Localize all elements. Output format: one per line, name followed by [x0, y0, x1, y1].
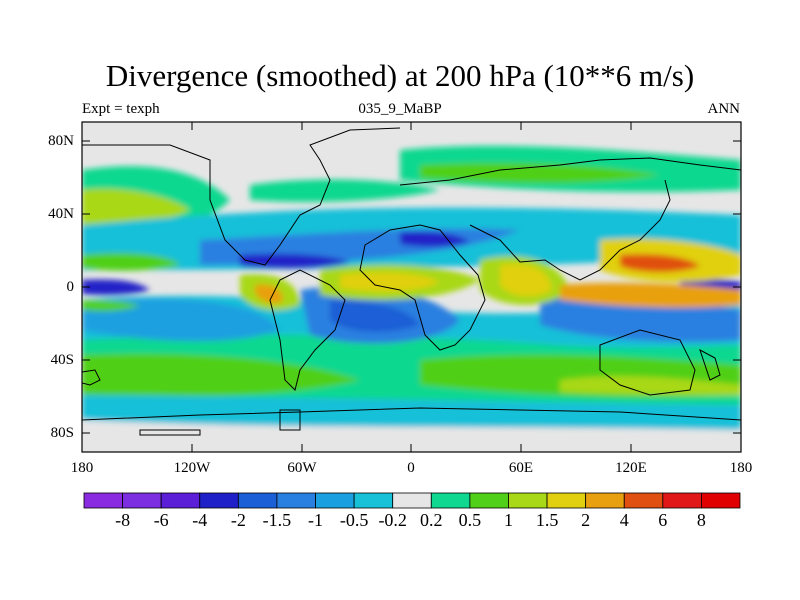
- lon-ticks: [191, 122, 632, 452]
- colorbar-label: -6: [153, 510, 169, 530]
- coastlines: [82, 127, 741, 436]
- contour-band: [240, 253, 350, 269]
- lat-label-0: 0: [66, 279, 75, 295]
- lat-label-40n: 40N: [48, 206, 74, 222]
- colorbar-box: [276, 492, 316, 509]
- experiment-label: Expt = texph: [82, 101, 160, 117]
- colorbar-label: -1.5: [262, 510, 292, 530]
- lat-label-80n: 80N: [48, 133, 74, 149]
- divergence-field: [82, 145, 741, 452]
- colorbar-box: [237, 492, 278, 509]
- lon-label-180e: 180: [729, 460, 753, 476]
- colorbar-box: [430, 492, 471, 509]
- colorbar-box: [353, 492, 394, 509]
- colorbar-label: -2: [230, 510, 246, 530]
- contour-band: [250, 179, 440, 202]
- lat-ticks: [82, 140, 741, 434]
- season-label: ANN: [707, 101, 741, 117]
- colorbar-box: [623, 492, 664, 509]
- contour-band: [82, 298, 280, 342]
- coastline: [359, 224, 486, 351]
- coastline: [279, 409, 301, 431]
- colorbar-label: 8: [696, 510, 706, 530]
- lon-label-120w: 120W: [173, 460, 211, 476]
- lat-label-40s: 40S: [50, 352, 74, 368]
- coastline: [82, 369, 101, 386]
- coastline: [699, 348, 721, 381]
- coastline: [139, 429, 201, 436]
- contour-band: [340, 272, 440, 292]
- coastline: [82, 127, 401, 266]
- lon-label-0: 0: [407, 460, 415, 476]
- colorbar-label: -1: [308, 510, 323, 530]
- contour-band: [82, 300, 140, 312]
- contour-band: [82, 188, 190, 227]
- colorbar-box: [122, 492, 162, 509]
- colorbar-box: [585, 492, 625, 509]
- contour-band: [400, 231, 470, 247]
- contour-band: [82, 279, 150, 296]
- colorbar-label: -0.2: [378, 510, 407, 530]
- contour-band: [560, 282, 741, 308]
- colorbar-label: 0.2: [420, 510, 443, 530]
- colorbar-box: [83, 492, 123, 509]
- contour-band: [82, 420, 741, 452]
- colorbar-label: 0.5: [458, 510, 482, 530]
- coastline: [399, 157, 741, 186]
- contour-band: [420, 163, 660, 183]
- map-title: Divergence (smoothed) at 200 hPa (10**6 …: [105, 58, 695, 93]
- case-label: 035_9_MaBP: [358, 101, 442, 117]
- colorbar-box: [508, 492, 548, 509]
- colorbar-box: [701, 492, 741, 509]
- colorbar-label: 1: [504, 510, 513, 530]
- contour-band: [82, 253, 180, 271]
- contour-band: [560, 376, 741, 395]
- colorbar-label: -0.5: [339, 510, 369, 530]
- contour-band: [500, 263, 552, 297]
- lon-label-180w: 180: [70, 460, 94, 476]
- colorbar-box: [392, 492, 432, 509]
- lon-label-60w: 60W: [287, 460, 317, 476]
- colorbar-box: [315, 492, 355, 509]
- colorbar-box: [199, 492, 239, 509]
- colorbar-box: [469, 492, 509, 509]
- colorbar-label: 1.5: [535, 510, 559, 530]
- lon-label-120e: 120E: [615, 460, 647, 476]
- coastline: [82, 407, 741, 421]
- colorbar-label: 6: [658, 510, 668, 530]
- colorbar-label: -4: [192, 510, 208, 530]
- colorbar-box: [662, 492, 702, 509]
- coastline: [599, 329, 696, 396]
- colorbar-label: 4: [619, 510, 629, 530]
- contour-band: [330, 300, 420, 332]
- lon-label-60e: 60E: [508, 460, 534, 476]
- coastline: [469, 179, 671, 281]
- colorbar-label: 2: [581, 510, 591, 530]
- colorbar-box: [160, 492, 201, 509]
- colorbar-label: -8: [115, 510, 131, 530]
- colorbar-box: [546, 492, 587, 509]
- contour-band: [620, 254, 700, 272]
- lat-label-80s: 80S: [50, 425, 74, 441]
- coastline: [269, 269, 346, 391]
- colorbar: [83, 492, 741, 509]
